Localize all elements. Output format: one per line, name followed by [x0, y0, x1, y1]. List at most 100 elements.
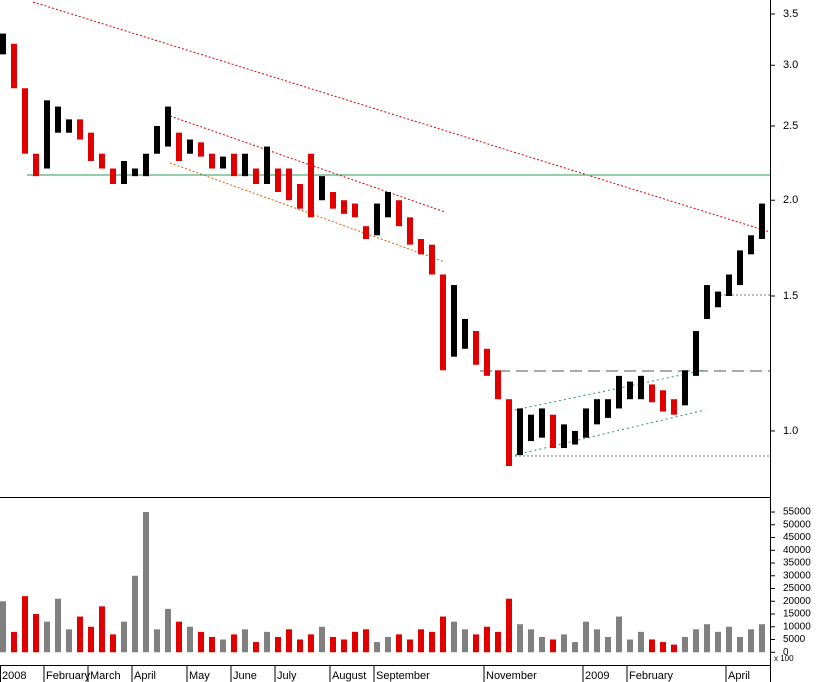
price-bar	[264, 146, 270, 184]
price-bar	[308, 153, 314, 218]
volume-bar	[418, 629, 424, 653]
price-bar	[66, 119, 72, 133]
price-bar	[616, 375, 622, 409]
volume-bar	[583, 621, 589, 653]
price-bar	[605, 399, 611, 418]
price-bar	[418, 239, 424, 255]
volume-bar	[407, 639, 413, 653]
price-bar	[737, 250, 743, 286]
y-tick-label: 30000	[783, 570, 811, 581]
volume-bar	[11, 631, 17, 653]
y-tick-label: 2.0	[783, 194, 798, 206]
volume-bar	[231, 634, 237, 653]
price-bar	[693, 331, 699, 376]
y-tick-label: 1.0	[783, 425, 798, 437]
volume-bar	[396, 634, 402, 653]
volume-bar	[671, 644, 677, 653]
volume-bar	[704, 624, 710, 653]
price-bar	[374, 203, 380, 236]
volume-bar	[220, 639, 226, 653]
price-bar	[231, 153, 237, 177]
channel-line	[514, 369, 706, 411]
y-tick-label: 3.0	[783, 59, 798, 71]
price-bar	[22, 88, 28, 154]
price-bar	[55, 106, 61, 133]
volume-bar	[539, 636, 545, 653]
volume-bar	[374, 642, 380, 653]
volume-bar	[341, 639, 347, 653]
volume-bar	[308, 634, 314, 653]
volume-bar	[286, 629, 292, 653]
volume-bar	[528, 629, 534, 653]
y-tick-label: 45000	[783, 532, 811, 543]
price-bar	[528, 414, 534, 442]
volume-bar	[726, 626, 732, 653]
price-bar	[121, 161, 127, 184]
price-bar	[297, 183, 303, 209]
x-tick-label: June	[233, 670, 257, 682]
volume-bar	[165, 608, 171, 653]
price-bar	[726, 274, 732, 296]
volume-bar	[121, 621, 127, 653]
volume-bar	[561, 634, 567, 653]
volume-bar	[682, 636, 688, 653]
price-bar	[11, 43, 17, 89]
price-bar	[363, 226, 369, 240]
price-bar	[594, 399, 600, 425]
price-bar	[429, 244, 435, 275]
volume-bar	[594, 629, 600, 653]
volume-bar	[110, 634, 116, 653]
price-bar	[649, 384, 655, 403]
volume-bar	[517, 624, 523, 653]
price-bar	[319, 176, 325, 201]
price-bar	[44, 100, 50, 169]
volume-bar	[77, 616, 83, 653]
volume-bar	[55, 598, 61, 653]
x-tick-label: May	[189, 670, 210, 682]
volume-bar	[616, 616, 622, 653]
volume-bar	[33, 614, 39, 653]
price-bar	[0, 33, 6, 55]
volume-bar	[440, 616, 446, 653]
price-bar	[275, 168, 281, 193]
price-bar	[242, 153, 248, 177]
price-bar	[484, 348, 490, 376]
volume-bar	[649, 639, 655, 653]
price-bar	[638, 375, 644, 400]
volume-bar	[550, 639, 556, 653]
price-bar	[330, 192, 336, 209]
price-bar	[550, 414, 556, 449]
volume-bar	[572, 642, 578, 653]
x-tick-label: February	[629, 670, 674, 682]
volume-bar	[88, 626, 94, 653]
price-bar	[253, 168, 259, 184]
volume-bar	[66, 629, 72, 653]
volume-bar	[605, 636, 611, 653]
price-bar	[33, 153, 39, 177]
volume-bar	[451, 621, 457, 653]
price-bar	[341, 200, 347, 214]
y-tick-label: 15000	[783, 609, 811, 620]
y-tick-label: 1.5	[783, 290, 798, 302]
volume-bar	[627, 639, 633, 653]
price-bar	[671, 399, 677, 415]
price-bar	[682, 370, 688, 406]
x-tick-label: April	[134, 670, 156, 682]
y-tick-label: 5000	[783, 634, 806, 645]
price-bar	[77, 119, 83, 140]
x-tick-label: November	[486, 670, 537, 682]
x-tick-label: July	[277, 670, 297, 682]
price-bar	[143, 153, 149, 177]
volume-unit: x 100	[774, 654, 794, 663]
volume-bar	[143, 512, 149, 653]
volume-bar	[275, 636, 281, 653]
volume-bar	[638, 631, 644, 653]
volume-bar	[22, 596, 28, 653]
channel-line	[169, 162, 446, 263]
price-bar	[220, 156, 226, 169]
trend-line	[32, 1, 771, 233]
price-bar	[561, 424, 567, 449]
volume-bar	[319, 626, 325, 653]
price-bar	[451, 285, 457, 357]
